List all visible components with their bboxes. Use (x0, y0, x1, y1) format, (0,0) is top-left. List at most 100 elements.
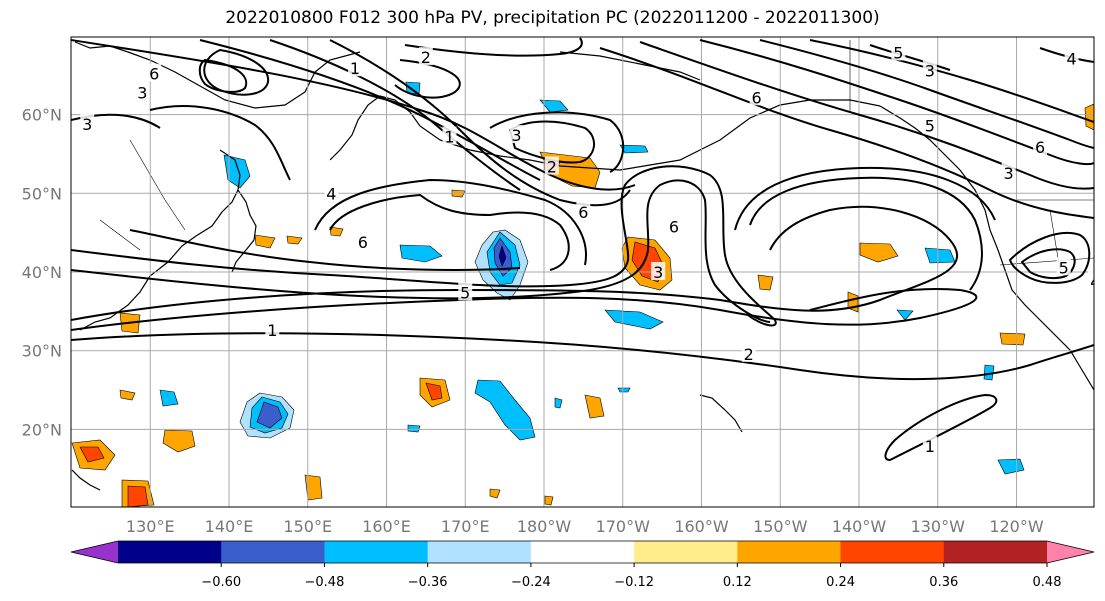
colorbar-swatch (324, 541, 429, 563)
contour-label-background (1056, 257, 1071, 276)
contour-label: 1 (925, 437, 935, 456)
contour-label-background (458, 282, 473, 301)
contour-label-background (544, 156, 559, 175)
colorbar-tick-label: −0.36 (408, 575, 448, 590)
contour-label: 6 (358, 233, 368, 252)
contour-label-background (741, 343, 756, 362)
colorbar: −0.60 −0.48 −0.36 −0.24 −0.12 0.12 0.24 0.36 0.4… (70, 540, 1095, 590)
colorbar-extend-high (1047, 541, 1094, 563)
contour-label-background (355, 232, 370, 251)
contour-label: 6 (1035, 138, 1045, 157)
colorbar-tick-label: −0.60 (201, 575, 241, 590)
contour-label-background (576, 202, 591, 221)
longitude-label: 140°W (832, 517, 887, 536)
latitude-label: 20°N (22, 420, 62, 439)
longitude-label: 140°E (205, 517, 254, 536)
contour-label-background (135, 82, 150, 101)
contour-label-background (1033, 136, 1048, 155)
contour-label: 1 (267, 321, 277, 340)
colorbar-tick-label: 0.48 (1033, 575, 1062, 590)
contour-label: 6 (578, 203, 588, 222)
contour-label-background (1001, 162, 1016, 181)
contour-label-background (922, 60, 937, 79)
colorbar-outline (70, 540, 1095, 564)
longitude-label: 170°W (596, 517, 651, 536)
latitude-label: 30°N (22, 342, 62, 361)
contour-label: 4 (326, 184, 336, 203)
contour-label-background (666, 216, 681, 235)
colorbar-swatch (118, 541, 222, 563)
latitude-label: 40°N (22, 263, 62, 282)
colorbar-tick-label: −0.24 (511, 575, 551, 590)
longitude-label: 160°W (674, 517, 729, 536)
colorbar-swatch (634, 541, 738, 563)
contour-label: 5 (1059, 258, 1069, 277)
colorbar-tick-label: −0.12 (614, 575, 654, 590)
longitude-label: 130°E (126, 517, 175, 536)
longitude-label: 170°E (441, 517, 490, 536)
colorbar-swatch (221, 541, 325, 563)
contour-label: 5 (925, 117, 935, 136)
graticule (71, 37, 1094, 507)
contour-label-background (147, 63, 162, 82)
latitude-label: 60°N (22, 106, 62, 125)
longitude-label: 130°W (911, 517, 966, 536)
contour-label: 3 (82, 115, 92, 134)
contour-label: 3 (925, 62, 935, 81)
contour-label-background (418, 47, 433, 66)
pv-contours (71, 37, 1094, 462)
contour-label-background (509, 125, 524, 144)
contour-label-background (922, 435, 937, 454)
contour-label-background (80, 114, 95, 133)
contour-label-background (324, 183, 339, 202)
contour-label: 3 (511, 126, 521, 145)
contour-label: 3 (653, 263, 663, 282)
longitude-label: 180°W (517, 517, 572, 536)
longitude-label: 160°E (362, 517, 411, 536)
colorbar-swatch (737, 541, 842, 563)
longitude-label: 120°W (989, 517, 1044, 536)
map-title: 2022010800 F012 300 hPa PV, precipitatio… (225, 8, 880, 28)
latitude-labels: 60°N 50°N 40°N 30°N 20°N (22, 106, 62, 440)
contour-label: 4 (1090, 272, 1100, 291)
contour-label-background (749, 87, 764, 106)
contour-label-background (891, 42, 906, 61)
contour-label-background (1064, 48, 1079, 67)
contour-label: 5 (893, 43, 903, 62)
contour-label: 3 (1004, 164, 1014, 183)
contour-label: 6 (669, 217, 679, 236)
contour-label: 2 (547, 158, 557, 177)
contour-label: 3 (137, 84, 147, 103)
contour-label: 2 (744, 345, 754, 364)
contour-label-background (265, 320, 280, 339)
colorbar-swatch (427, 541, 532, 563)
colorbar-extend-low (71, 541, 118, 563)
contour-label: 6 (149, 65, 159, 84)
latitude-label: 50°N (22, 184, 62, 203)
longitude-labels: 130°E 140°E 150°E 160°E 170°E 180°W 170°W 160°W… (126, 517, 1044, 536)
colorbar-swatch (943, 541, 1048, 563)
contour-label-background (922, 115, 937, 134)
colorbar-tick-label: 0.36 (929, 575, 958, 590)
colorbar-swatch (530, 541, 635, 563)
colorbar-tick-label: −0.48 (305, 575, 345, 590)
contour-label: 1 (350, 59, 360, 78)
contour-label: 5 (460, 283, 470, 302)
colorbar-swatch (840, 541, 945, 563)
contour-label: 2 (421, 48, 431, 67)
precipitation-anomaly-patches (71, 81, 1094, 507)
contour-label-background (442, 126, 457, 145)
contour-label-background (1088, 271, 1094, 290)
longitude-label: 150°E (283, 517, 332, 536)
contour-label: 1 (444, 128, 454, 147)
contour-label: 6 (752, 88, 762, 107)
contour-label-background (348, 58, 362, 77)
colorbar-tick-label: 0.12 (723, 575, 752, 590)
contour-label: 4 (1067, 50, 1077, 69)
contour-label-background (651, 262, 666, 280)
map-frame (70, 36, 1095, 508)
colorbar-tick-label: 0.24 (826, 575, 855, 590)
longitude-label: 150°W (753, 517, 808, 536)
